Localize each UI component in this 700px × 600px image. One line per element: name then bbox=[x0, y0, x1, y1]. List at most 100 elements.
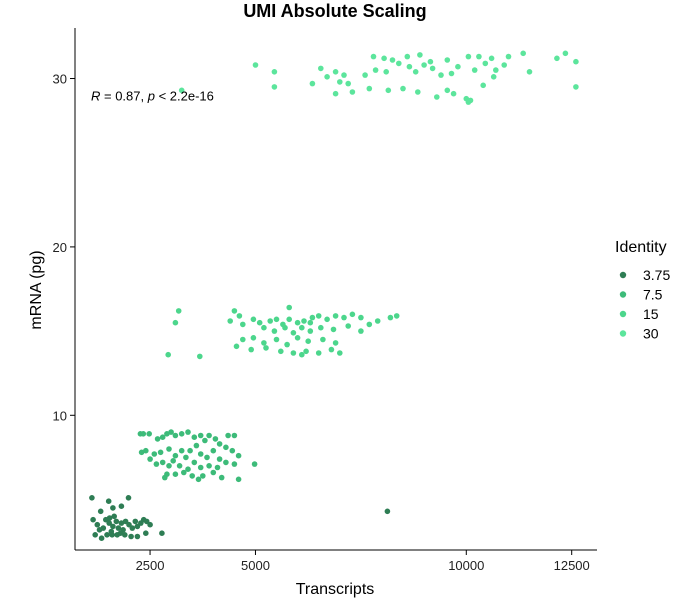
data-point bbox=[191, 434, 198, 441]
data-point bbox=[204, 454, 210, 461]
data-point bbox=[318, 65, 324, 72]
data-point bbox=[415, 89, 421, 95]
data-point bbox=[299, 324, 305, 331]
data-point bbox=[332, 340, 339, 346]
data-point bbox=[251, 461, 258, 467]
data-point bbox=[235, 452, 242, 459]
data-point bbox=[562, 50, 569, 57]
data-point bbox=[471, 67, 478, 73]
data-point bbox=[189, 473, 195, 479]
data-point bbox=[240, 336, 246, 343]
data-point bbox=[236, 313, 243, 319]
data-point bbox=[128, 533, 134, 540]
data-point bbox=[482, 60, 489, 67]
data-point bbox=[554, 55, 560, 62]
data-point bbox=[89, 495, 95, 501]
data-point bbox=[286, 304, 293, 311]
data-point bbox=[332, 313, 339, 319]
data-point bbox=[216, 441, 223, 447]
data-point bbox=[299, 351, 305, 358]
data-point bbox=[110, 505, 116, 511]
data-point bbox=[387, 314, 394, 321]
data-point bbox=[404, 53, 411, 60]
data-point bbox=[193, 442, 200, 449]
data-point bbox=[337, 350, 343, 356]
x-tick-label: 12500 bbox=[554, 558, 590, 573]
data-point bbox=[273, 336, 280, 343]
data-point bbox=[427, 58, 434, 65]
data-point bbox=[337, 79, 343, 85]
data-point bbox=[178, 431, 185, 437]
data-point bbox=[202, 437, 208, 444]
data-point bbox=[250, 316, 257, 323]
data-point bbox=[143, 447, 149, 454]
data-point bbox=[118, 520, 125, 526]
data-point bbox=[105, 498, 112, 505]
data-point bbox=[307, 319, 314, 326]
data-point bbox=[271, 84, 278, 90]
data-point bbox=[110, 523, 116, 530]
data-point bbox=[455, 63, 461, 70]
data-point bbox=[218, 474, 225, 481]
data-point bbox=[197, 432, 204, 439]
data-point bbox=[345, 323, 352, 329]
data-point bbox=[233, 343, 240, 350]
data-point bbox=[172, 471, 179, 478]
data-point bbox=[92, 532, 98, 538]
data-point bbox=[170, 458, 176, 464]
data-point bbox=[480, 82, 487, 89]
data-point bbox=[263, 345, 269, 351]
data-point bbox=[309, 314, 316, 321]
annotation-p-symbol: p bbox=[147, 88, 155, 103]
data-point bbox=[250, 335, 257, 341]
legend-swatch bbox=[619, 291, 627, 298]
data-point bbox=[252, 62, 259, 68]
data-point bbox=[385, 87, 392, 94]
y-tick-label: 10 bbox=[53, 408, 67, 423]
data-point bbox=[129, 525, 136, 531]
data-point bbox=[383, 69, 390, 75]
data-point bbox=[467, 97, 474, 104]
annotation-r-symbol: R bbox=[91, 88, 100, 103]
data-point bbox=[261, 340, 267, 346]
data-point bbox=[450, 90, 457, 97]
data-point bbox=[370, 53, 377, 60]
legend-title: Identity bbox=[615, 239, 667, 256]
data-point bbox=[176, 463, 183, 469]
legend: Identity 3.75 7.5 15 30 bbox=[615, 239, 670, 342]
data-point bbox=[227, 318, 233, 324]
data-point bbox=[113, 518, 120, 525]
data-point bbox=[318, 324, 324, 331]
data-point bbox=[349, 89, 356, 95]
data-point bbox=[197, 464, 204, 471]
data-point bbox=[324, 316, 330, 323]
data-point bbox=[421, 62, 427, 68]
data-point bbox=[166, 446, 172, 452]
data-point bbox=[305, 338, 312, 345]
data-point bbox=[320, 336, 326, 343]
data-point bbox=[341, 314, 347, 321]
x-tick-label: 5000 bbox=[241, 558, 270, 573]
data-point bbox=[324, 74, 330, 80]
data-point bbox=[301, 318, 307, 324]
data-point bbox=[223, 444, 229, 451]
legend-swatch bbox=[619, 310, 627, 318]
data-point bbox=[172, 432, 179, 439]
data-point bbox=[328, 346, 335, 353]
data-point bbox=[183, 454, 189, 461]
data-point bbox=[330, 326, 337, 333]
data-point bbox=[98, 535, 105, 541]
data-point bbox=[231, 461, 238, 467]
data-point bbox=[159, 459, 166, 466]
annotation-p-value: < 2.2e-16 bbox=[155, 88, 214, 103]
data-point bbox=[406, 63, 413, 70]
data-point bbox=[206, 463, 212, 469]
data-point bbox=[147, 456, 153, 462]
data-point bbox=[412, 69, 419, 75]
data-point bbox=[159, 434, 166, 441]
data-point bbox=[225, 432, 231, 439]
data-point bbox=[493, 67, 499, 73]
x-axis-ticks: 2500 5000 10000 12500 bbox=[136, 550, 590, 573]
data-point bbox=[315, 313, 322, 319]
data-point bbox=[104, 532, 110, 538]
